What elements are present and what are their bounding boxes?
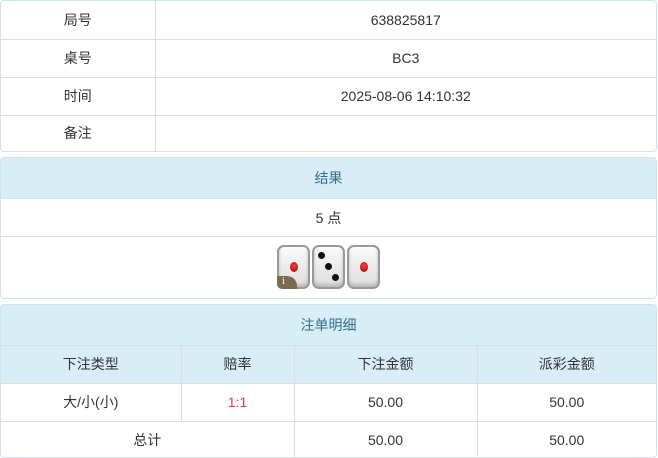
die-1-icon [347,245,380,289]
header-odds: 赔率 [180,346,295,384]
result-points: 5 点 [1,199,656,237]
bet-details-panel: 注单明细 下注类型 赔率 下注金额 派彩金额 大/小(小) 1:1 50.00 … [0,304,657,458]
label: 时间 [1,76,156,116]
total-payout: 50.00 [476,420,656,457]
table-row: 大/小(小) 1:1 50.00 50.00 [1,382,656,422]
round-info-table: 局号 638825817 桌号 BC3 时间 2025-08-06 14:10:32 … [1,1,656,151]
header-bet-amount: 下注金额 [293,346,478,384]
info-icon[interactable]: i [277,276,297,289]
table-header: 下注类型 赔率 下注金额 派彩金额 [1,346,656,384]
total-amount: 50.00 [293,420,478,457]
row-time: 时间 2025-08-06 14:10:32 [1,76,656,116]
die-1-icon: i [277,245,310,289]
label: 桌号 [1,38,156,78]
dice-row: i [1,237,656,289]
row-table-id: 桌号 BC3 [1,38,656,78]
value: 638825817 [154,1,656,40]
die-3-icon [312,245,345,289]
result-panel: 结果 5 点 i [0,157,657,299]
value: BC3 [154,38,656,78]
bet-table: 下注类型 赔率 下注金额 派彩金额 大/小(小) 1:1 50.00 50.00… [1,346,656,457]
row-round-id: 局号 638825817 [1,1,656,40]
label: 备注 [1,114,156,151]
bet-amount: 50.00 [293,382,478,422]
bet-type: 大/小(小) [1,382,182,422]
result-title: 结果 [1,158,656,199]
total-label: 总计 [1,420,295,457]
bet-details-title: 注单明细 [1,305,656,346]
payout: 50.00 [476,382,656,422]
value: 2025-08-06 14:10:32 [154,76,656,116]
row-remark: 备注 [1,114,656,151]
label: 局号 [1,1,156,40]
odds: 1:1 [180,382,295,422]
header-bet-type: 下注类型 [1,346,182,384]
round-info-panel: 局号 638825817 桌号 BC3 时间 2025-08-06 14:10:32 … [0,0,657,152]
header-payout: 派彩金额 [476,346,656,384]
value [154,114,656,151]
total-row: 总计 50.00 50.00 [1,420,656,457]
